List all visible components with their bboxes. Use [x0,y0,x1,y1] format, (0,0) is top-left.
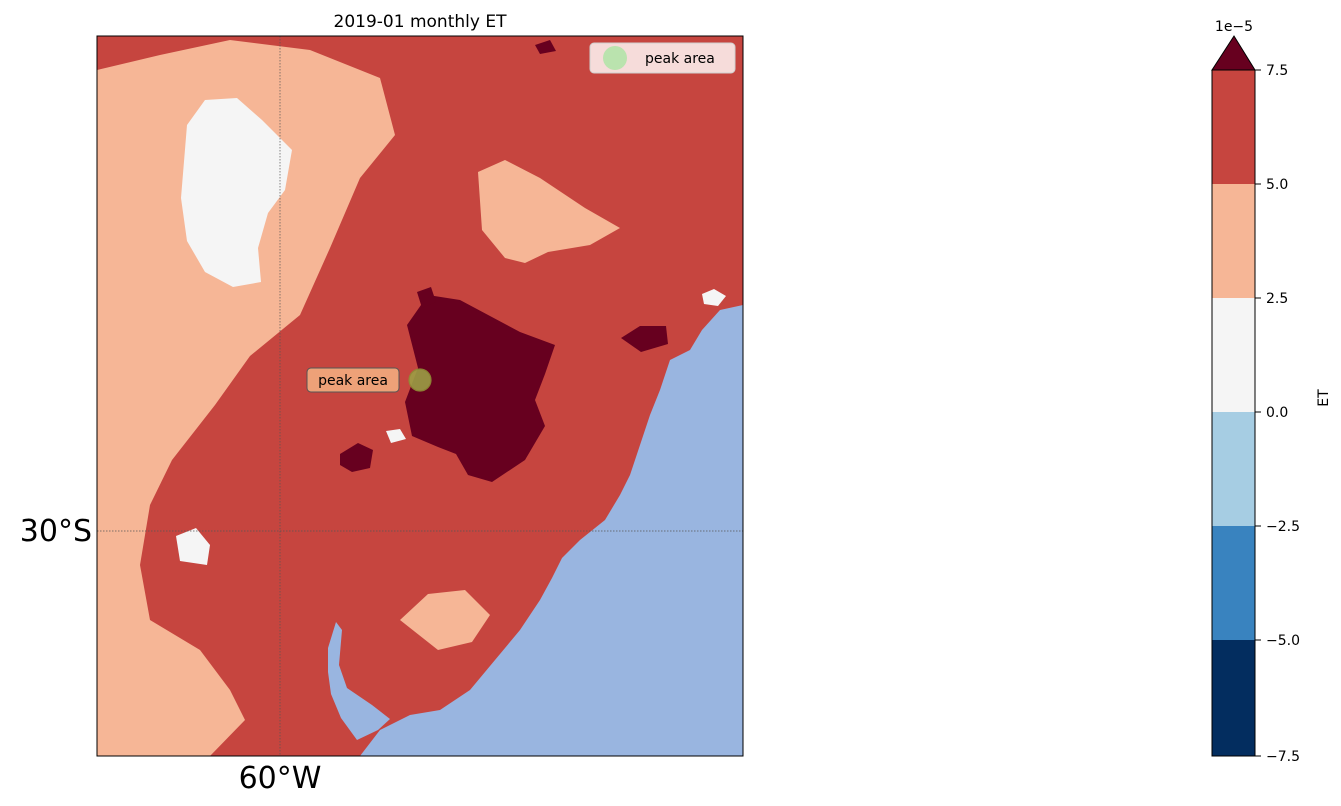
colorbar-bin [1212,640,1255,756]
legend-label: peak area [645,51,715,67]
colorbar-tick-label: −5.0 [1266,633,1300,649]
colorbar-tick-label: 2.5 [1266,291,1288,307]
map-title: 2019-01 monthly ET [334,12,508,32]
southern-low-et-region [400,590,490,650]
legend-box [589,42,736,74]
river-estuary [328,622,390,740]
colorbar-tick-label: 7.5 [1266,63,1288,79]
neutral-patch [702,289,726,306]
colorbar: 1e−5 7.5 5.0 2.5 0.0 −2.5 −5.0 −7.5 ET [1211,19,1332,765]
colorbar-frame [1211,69,1256,757]
longitude-label: 60°W [239,761,322,796]
colorbar-bin [1212,412,1255,526]
colorbar-label: ET [1316,389,1332,407]
peak-marker [408,368,432,392]
colorbar-bin [1212,298,1255,412]
western-low-et-region [97,40,395,756]
map-panel: peak area peak area [97,36,743,756]
colorbar-ticks: 7.5 5.0 2.5 0.0 −2.5 −5.0 −7.5 [1255,63,1300,765]
map-frame [96,35,744,757]
northeastern-low-et-region [478,160,620,263]
neutral-patch [176,528,210,565]
colorbar-tick-label: 0.0 [1266,405,1288,421]
colorbar-bin [1212,70,1255,184]
peak-et-patch [417,287,436,308]
colorbar-bin [1212,526,1255,640]
colorbar-extension [1211,35,1256,71]
map-legend: peak area [589,42,736,74]
colorbar-exponent: 1e−5 [1215,19,1253,35]
neutral-et-region [181,98,292,287]
latitude-label: 30°S [20,514,92,549]
annotation-label: peak area [318,373,388,389]
peak-et-patch [621,326,668,352]
colorbar-tick-label: −2.5 [1266,519,1300,535]
legend-marker [603,46,627,70]
peak-et-region [405,295,555,482]
peak-area-annotation: peak area [306,367,432,393]
ocean [360,305,743,756]
peak-et-patch [535,40,556,54]
neutral-patch [386,429,406,443]
colorbar-tick-label: 5.0 [1266,177,1288,193]
colorbar-tick-label: −7.5 [1266,749,1300,765]
colorbar-bin [1212,184,1255,298]
annotation-box [306,367,400,393]
peak-et-patch [340,443,373,472]
